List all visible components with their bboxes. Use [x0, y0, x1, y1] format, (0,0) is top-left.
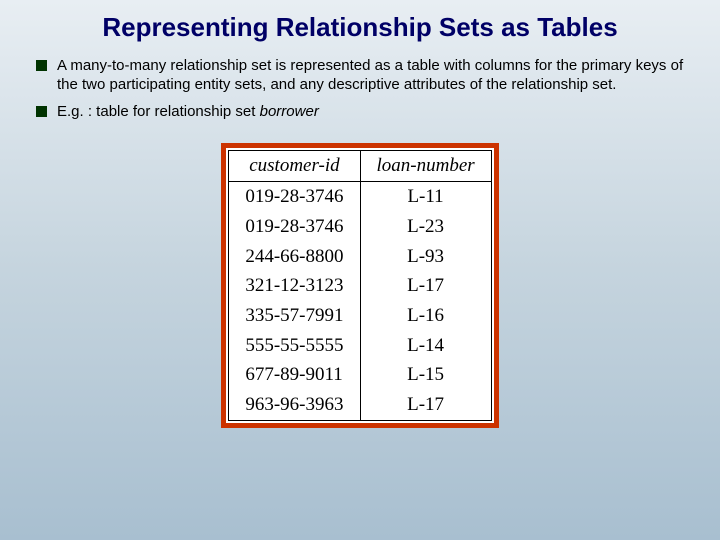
table-row: 963-96-3963L-17 [229, 390, 491, 420]
bullet-prefix: E.g. : table for relationship set [57, 103, 260, 120]
slide-title: Representing Relationship Sets as Tables [0, 0, 720, 57]
table-row: 335-57-7991L-16 [229, 301, 491, 331]
column-header-loan-number: loan-number [360, 151, 491, 182]
square-bullet-icon [36, 60, 47, 71]
table-row: 677-89-9011L-15 [229, 360, 491, 390]
bullet-item: A many-to-many relationship set is repre… [36, 57, 684, 95]
column-header-customer-id: customer-id [229, 151, 360, 182]
bullet-italic-term: borrower [260, 103, 319, 120]
bullet-item: E.g. : table for relationship set borrow… [36, 103, 684, 122]
cell-customer-id: 019-28-3746 [229, 182, 360, 212]
cell-loan-number: L-14 [360, 331, 491, 361]
cell-customer-id: 321-12-3123 [229, 271, 360, 301]
cell-loan-number: L-17 [360, 271, 491, 301]
cell-loan-number: L-11 [360, 182, 491, 212]
table-row: 244-66-8800L-93 [229, 242, 491, 272]
bullet-list: A many-to-many relationship set is repre… [0, 57, 720, 121]
table-row: 019-28-3746L-11 [229, 182, 491, 212]
cell-loan-number: L-23 [360, 212, 491, 242]
table-container: customer-id loan-number 019-28-3746L-110… [0, 143, 720, 427]
table-frame: customer-id loan-number 019-28-3746L-110… [221, 143, 498, 427]
cell-customer-id: 244-66-8800 [229, 242, 360, 272]
bullet-text: A many-to-many relationship set is repre… [57, 57, 684, 95]
cell-loan-number: L-93 [360, 242, 491, 272]
cell-customer-id: 555-55-5555 [229, 331, 360, 361]
bullet-text: E.g. : table for relationship set borrow… [57, 103, 319, 122]
cell-customer-id: 963-96-3963 [229, 390, 360, 420]
cell-loan-number: L-16 [360, 301, 491, 331]
table-header-row: customer-id loan-number [229, 151, 491, 182]
borrower-table: customer-id loan-number 019-28-3746L-110… [228, 150, 491, 420]
cell-customer-id: 677-89-9011 [229, 360, 360, 390]
cell-customer-id: 335-57-7991 [229, 301, 360, 331]
table-row: 321-12-3123L-17 [229, 271, 491, 301]
square-bullet-icon [36, 106, 47, 117]
table-row: 019-28-3746L-23 [229, 212, 491, 242]
cell-customer-id: 019-28-3746 [229, 212, 360, 242]
cell-loan-number: L-15 [360, 360, 491, 390]
cell-loan-number: L-17 [360, 390, 491, 420]
table-row: 555-55-5555L-14 [229, 331, 491, 361]
